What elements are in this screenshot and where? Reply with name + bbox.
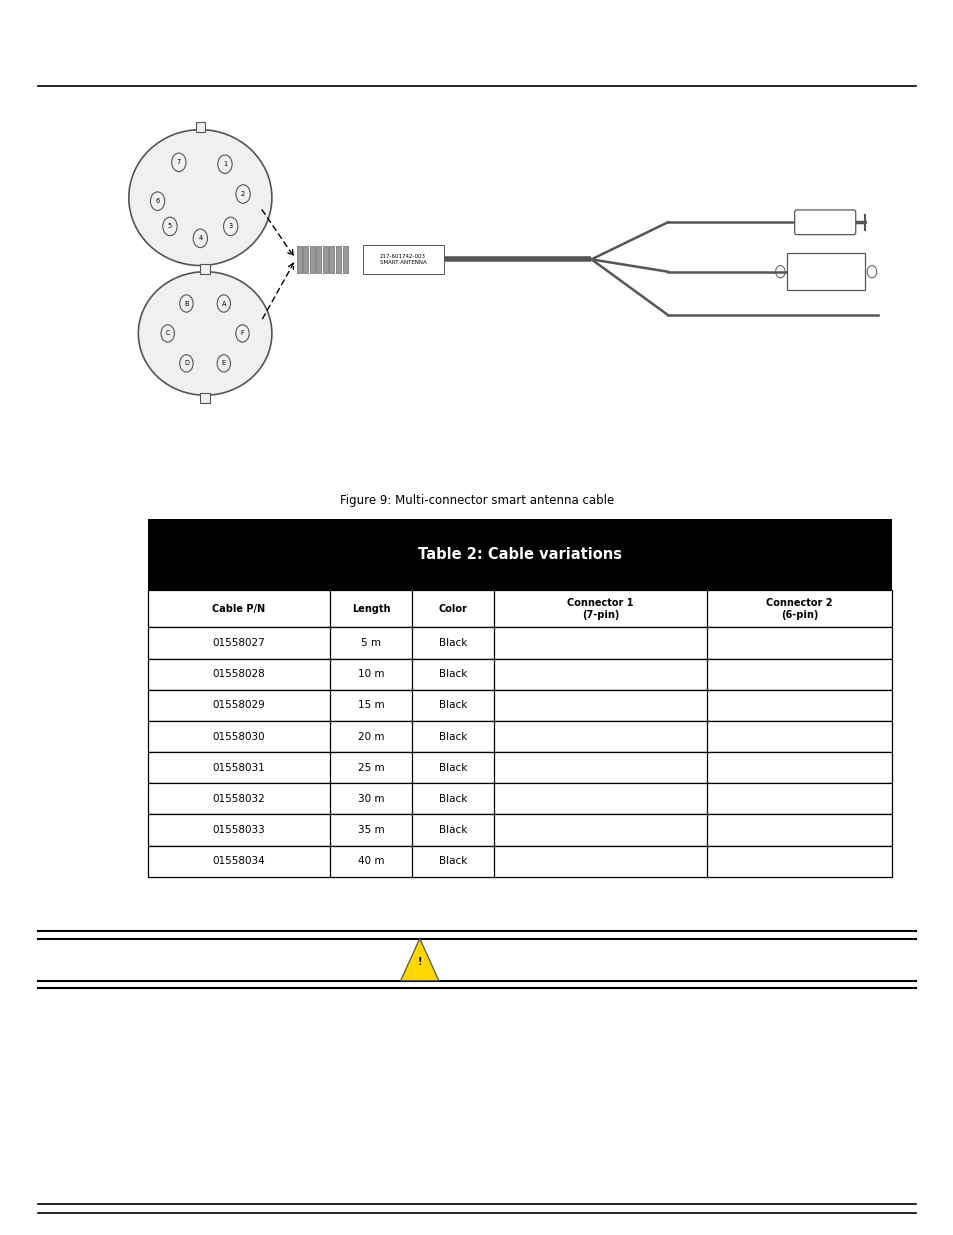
- FancyBboxPatch shape: [335, 246, 340, 273]
- Text: Table 2: Cable variations: Table 2: Cable variations: [417, 547, 621, 562]
- Text: 01558030: 01558030: [213, 731, 265, 741]
- Text: 1: 1: [223, 162, 227, 167]
- FancyBboxPatch shape: [322, 246, 328, 273]
- FancyBboxPatch shape: [148, 752, 891, 783]
- Text: Length: Length: [352, 604, 390, 614]
- FancyBboxPatch shape: [200, 264, 210, 274]
- Text: Cable P/N: Cable P/N: [213, 604, 265, 614]
- Text: 3: 3: [229, 224, 233, 230]
- Text: 01558031: 01558031: [213, 763, 265, 773]
- Text: Black: Black: [438, 825, 467, 835]
- FancyBboxPatch shape: [296, 246, 301, 273]
- Text: Black: Black: [438, 856, 467, 866]
- Text: Connector 1
(7-pin): Connector 1 (7-pin): [567, 598, 633, 620]
- Text: Black: Black: [438, 638, 467, 648]
- FancyBboxPatch shape: [362, 245, 443, 274]
- FancyBboxPatch shape: [148, 690, 891, 721]
- Text: 30 m: 30 m: [357, 794, 384, 804]
- Text: 10 m: 10 m: [357, 669, 384, 679]
- FancyBboxPatch shape: [316, 246, 321, 273]
- Text: 25 m: 25 m: [357, 763, 384, 773]
- FancyBboxPatch shape: [148, 815, 891, 846]
- Text: Black: Black: [438, 794, 467, 804]
- FancyBboxPatch shape: [148, 721, 891, 752]
- Text: 40 m: 40 m: [357, 856, 384, 866]
- FancyBboxPatch shape: [310, 246, 314, 273]
- Text: Black: Black: [438, 669, 467, 679]
- Text: 6: 6: [155, 198, 159, 204]
- Text: 4: 4: [198, 236, 202, 241]
- Text: !: !: [417, 957, 421, 967]
- Text: E: E: [221, 361, 226, 367]
- Text: 7: 7: [176, 159, 181, 165]
- Text: B: B: [184, 300, 189, 306]
- FancyBboxPatch shape: [148, 519, 891, 590]
- Text: Black: Black: [438, 731, 467, 741]
- Ellipse shape: [129, 130, 272, 266]
- Text: Black: Black: [438, 700, 467, 710]
- Text: Connector 2
(6-pin): Connector 2 (6-pin): [765, 598, 832, 620]
- Text: 01558032: 01558032: [213, 794, 265, 804]
- FancyBboxPatch shape: [148, 783, 891, 815]
- FancyBboxPatch shape: [342, 246, 347, 273]
- Text: 217-601742-003
SMART ANTENNA: 217-601742-003 SMART ANTENNA: [379, 253, 426, 266]
- Text: 01558028: 01558028: [213, 669, 265, 679]
- FancyBboxPatch shape: [794, 210, 855, 235]
- FancyBboxPatch shape: [303, 246, 308, 273]
- FancyBboxPatch shape: [195, 122, 205, 132]
- Text: F: F: [240, 331, 244, 336]
- Text: A: A: [221, 300, 226, 306]
- FancyBboxPatch shape: [329, 246, 335, 273]
- Text: 01558034: 01558034: [213, 856, 265, 866]
- Text: 01558033: 01558033: [213, 825, 265, 835]
- Text: 2: 2: [241, 191, 245, 198]
- Text: 15 m: 15 m: [357, 700, 384, 710]
- Text: D: D: [184, 361, 189, 367]
- Text: Figure 9: Multi-connector smart antenna cable: Figure 9: Multi-connector smart antenna …: [339, 494, 614, 508]
- Text: 5 m: 5 m: [361, 638, 380, 648]
- Text: 01558027: 01558027: [213, 638, 265, 648]
- Text: 01558029: 01558029: [213, 700, 265, 710]
- Text: 35 m: 35 m: [357, 825, 384, 835]
- Ellipse shape: [138, 272, 272, 395]
- FancyBboxPatch shape: [200, 393, 210, 403]
- Text: 5: 5: [168, 224, 172, 230]
- FancyBboxPatch shape: [148, 590, 891, 627]
- Polygon shape: [400, 939, 438, 981]
- Text: 20 m: 20 m: [357, 731, 384, 741]
- FancyBboxPatch shape: [148, 658, 891, 690]
- Text: C: C: [165, 331, 170, 336]
- Text: Black: Black: [438, 763, 467, 773]
- FancyBboxPatch shape: [148, 627, 891, 658]
- FancyBboxPatch shape: [148, 846, 891, 877]
- Text: Color: Color: [438, 604, 467, 614]
- FancyBboxPatch shape: [786, 253, 864, 290]
